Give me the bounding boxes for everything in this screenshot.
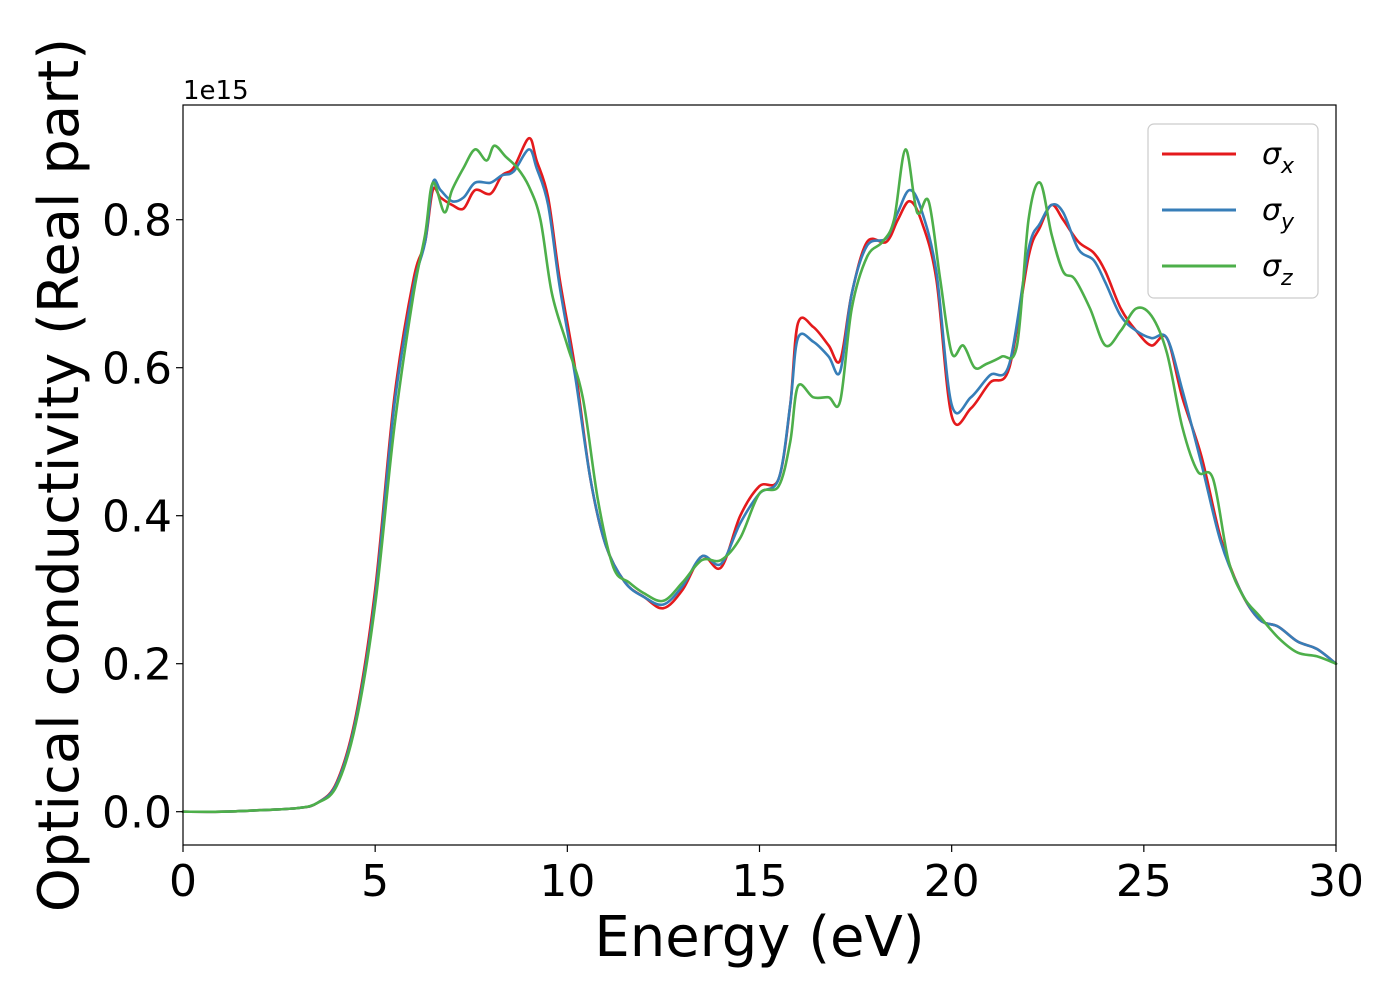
y-tick-label: 0.2 [102, 640, 172, 691]
legend-label-subscript: x [1280, 154, 1295, 179]
x-tick-label: 0 [169, 856, 197, 907]
legend-label-z: σz [1262, 249, 1293, 291]
x-axis-title: Energy (eV) [594, 905, 924, 970]
legend-label-y: σy [1262, 193, 1295, 235]
x-tick-label: 10 [539, 856, 595, 907]
legend-label-base: σ [1262, 137, 1282, 172]
legend-label-subscript: z [1280, 266, 1293, 291]
y-axis: 0.0 0.2 0.4 0.6 0.8 [102, 196, 183, 839]
y-offset-label: 1e15 [183, 76, 249, 106]
x-tick-label: 15 [732, 856, 788, 907]
plot-background [183, 105, 1336, 845]
y-tick-label: 0.0 [102, 788, 172, 839]
series-line-z [181, 144, 1338, 814]
series-layer [181, 137, 1338, 814]
legend-label-subscript: y [1280, 210, 1295, 235]
y-axis-title: Optical conductivity (Real part) [27, 38, 92, 912]
y-tick-label: 0.8 [102, 196, 172, 247]
legend-label-base: σ [1262, 249, 1282, 284]
x-tick-label: 5 [361, 856, 389, 907]
legend-label-base: σ [1262, 193, 1282, 228]
y-tick-label: 0.6 [102, 344, 172, 395]
x-tick-label: 30 [1308, 856, 1364, 907]
x-tick-label: 25 [1116, 856, 1172, 907]
y-tick-label: 0.4 [102, 492, 172, 543]
x-axis: 0 5 10 15 20 25 30 [169, 845, 1364, 907]
legend-label-x: σx [1262, 137, 1295, 179]
x-tick-label: 20 [924, 856, 980, 907]
